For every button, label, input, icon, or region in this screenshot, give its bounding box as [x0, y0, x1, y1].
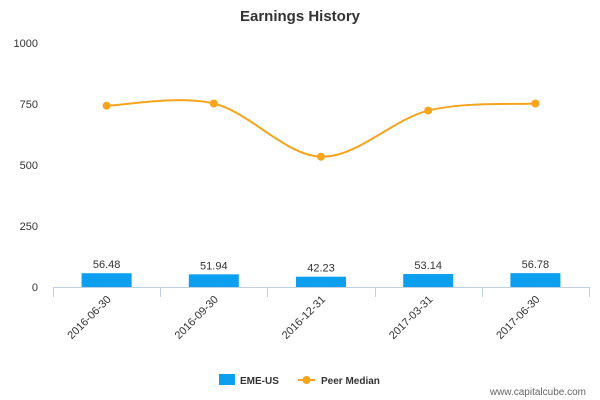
bar — [188, 274, 239, 287]
legend: EME-US Peer Median — [219, 374, 380, 387]
legend-label-eme-us: EME-US — [240, 376, 279, 387]
peer-median-line — [106, 99, 536, 158]
legend-marker-peer-median — [302, 376, 311, 384]
bar-data-label: 56.48 — [93, 259, 121, 271]
bar-data-label: 56.78 — [522, 259, 550, 271]
y-tick-label: 250 — [20, 221, 38, 233]
bar-series-eme-us: 56.48 51.94 42.23 53.14 56.78 — [81, 259, 561, 287]
bar — [296, 276, 346, 287]
legend-label-peer-median: Peer Median — [321, 376, 380, 387]
x-axis: 2016-06-30 2016-09-30 2016-12-31 2017-03-31… — [53, 287, 590, 342]
bar-data-label: 51.94 — [200, 260, 228, 272]
line-series-peer-median — [102, 99, 540, 161]
y-tick-label: 0 — [32, 282, 38, 294]
peer-median-point — [424, 106, 433, 115]
peer-median-point — [531, 99, 540, 108]
bar — [403, 274, 454, 287]
x-tick-label: 2016-06-30 — [65, 294, 113, 342]
y-tick-label: 1000 — [14, 38, 38, 50]
bar — [510, 273, 561, 287]
peer-median-point — [209, 99, 218, 108]
peer-median-point — [317, 152, 325, 161]
bar — [81, 273, 132, 287]
legend-swatch-eme-us — [219, 374, 235, 385]
y-axis: 0 250 500 750 1000 — [14, 38, 38, 294]
bar-data-label: 53.14 — [414, 260, 442, 272]
bar-data-label: 42.23 — [307, 263, 335, 275]
peer-median-point — [102, 101, 111, 110]
x-tick-label: 2017-06-30 — [494, 294, 542, 342]
chart-title: Earnings History — [240, 8, 361, 25]
x-tick-label: 2016-09-30 — [173, 294, 221, 342]
credit-text: www.capitalcube.com — [489, 387, 586, 398]
x-tick-label: 2017-03-31 — [387, 294, 435, 342]
y-tick-label: 500 — [20, 160, 38, 172]
x-tick-label: 2016-12-31 — [280, 294, 328, 342]
y-tick-label: 750 — [20, 99, 38, 111]
